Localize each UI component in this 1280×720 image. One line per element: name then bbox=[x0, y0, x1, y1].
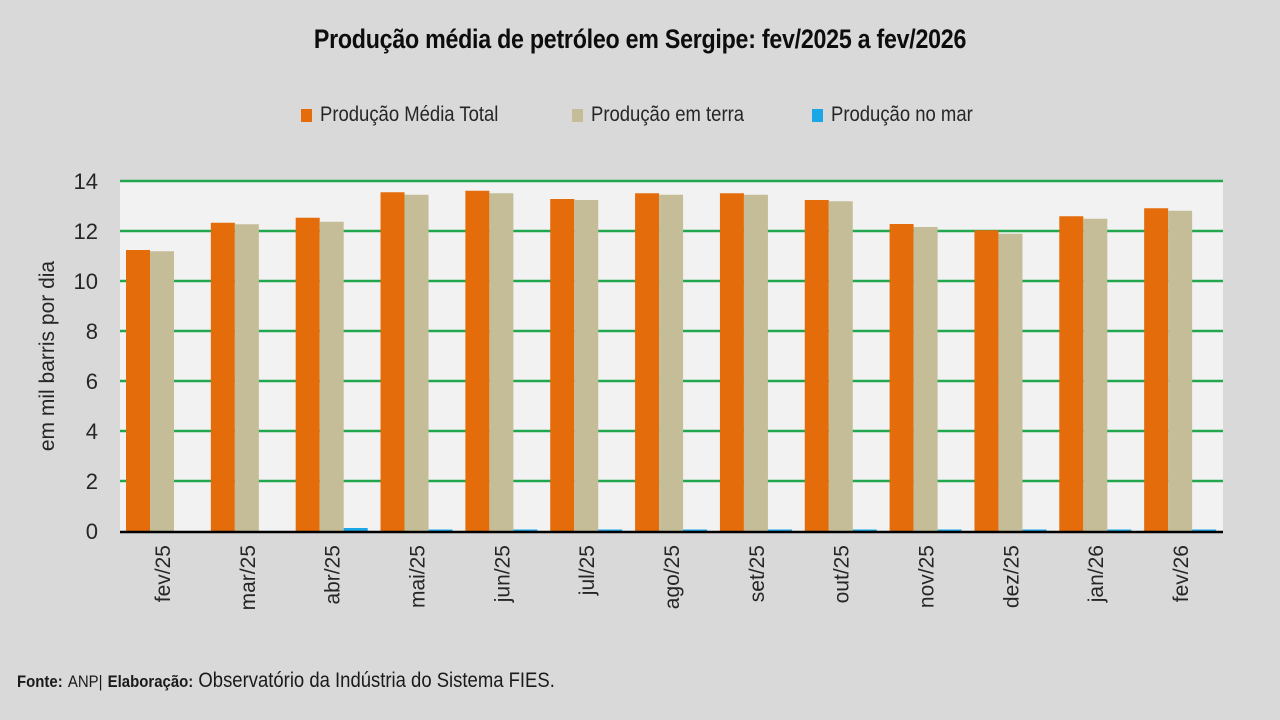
bar-series-2-jan-26 bbox=[1107, 529, 1132, 531]
y-tick-label: 14 bbox=[74, 169, 98, 194]
y-axis-title-text: em mil barris por dia bbox=[36, 260, 59, 452]
bar-series-2-out-25 bbox=[852, 529, 877, 531]
x-tick-label: set/25 bbox=[746, 545, 769, 602]
bar-series-0-out-25 bbox=[804, 200, 829, 531]
y-tick-labels: 0 2 4 6 8 10 12 14 bbox=[74, 169, 98, 544]
x-tick-label: nov/25 bbox=[916, 545, 939, 608]
legend-swatch-mar bbox=[812, 108, 823, 122]
chart-title: Produção média de petróleo em Sergipe: f… bbox=[313, 24, 967, 54]
bar-series-0-nov-25 bbox=[889, 224, 914, 531]
bar-series-2-jul-25 bbox=[598, 529, 623, 531]
x-tick-label: mar/25 bbox=[237, 545, 260, 610]
x-tick-label: abr/25 bbox=[322, 545, 345, 605]
bar-series-1-jun-25 bbox=[489, 193, 514, 531]
source-label: Fonte: bbox=[17, 672, 63, 691]
bar-series-0-abr-25 bbox=[295, 217, 320, 531]
bar-series-1-set-25 bbox=[743, 194, 768, 531]
legend-item-terra: Produção em terra bbox=[572, 100, 765, 130]
x-tick-label: ago/25 bbox=[661, 545, 684, 609]
y-tick-label: 10 bbox=[74, 269, 98, 294]
bar-series-1-jul-25 bbox=[574, 200, 599, 531]
y-tick-label: 0 bbox=[86, 519, 98, 544]
bar-series-1-jan-26 bbox=[1083, 218, 1108, 531]
bar-series-1-fev-25 bbox=[150, 251, 174, 531]
bar-series-0-fev-25 bbox=[126, 250, 150, 531]
bar-series-0-mar-25 bbox=[210, 222, 235, 531]
x-tick-labels: fev/25 mar/25 abr/25 mai/25 jun/25 jul/25 ago/… bbox=[152, 545, 1193, 610]
bar-series-0-ago-25 bbox=[635, 193, 660, 531]
bar-series-1-dez-25 bbox=[998, 233, 1023, 531]
bar-series-2-nov-25 bbox=[937, 529, 962, 531]
bar-series-0-fev-26 bbox=[1144, 208, 1169, 531]
elaboration-value: Observatório da Indústria do Sistema FIE… bbox=[198, 669, 555, 692]
x-tick-label: jan/26 bbox=[1085, 545, 1108, 603]
bar-series-1-mar-25 bbox=[234, 224, 259, 531]
bar-series-2-set-25 bbox=[767, 529, 792, 531]
bar-series-0-jun-25 bbox=[465, 190, 490, 531]
bar-series-2-ago-25 bbox=[683, 529, 708, 531]
bar-series-0-mai-25 bbox=[380, 192, 405, 531]
legend-label-mar: Produção no mar bbox=[831, 103, 973, 126]
y-tick-label: 6 bbox=[86, 369, 98, 394]
bar-series-1-fev-26 bbox=[1168, 210, 1193, 531]
bars bbox=[126, 190, 1217, 531]
footer-source: Fonte: ANP| Elaboração: Observatório da … bbox=[17, 669, 555, 693]
legend: Produção Média Total Produção em terra P… bbox=[0, 100, 1280, 130]
bar-series-1-nov-25 bbox=[913, 227, 938, 531]
legend-swatch-terra bbox=[572, 108, 583, 122]
x-tick-label: jun/25 bbox=[491, 545, 514, 603]
bar-series-2-dez-25 bbox=[1022, 529, 1047, 531]
legend-label-terra: Produção em terra bbox=[591, 103, 745, 126]
y-tick-label: 12 bbox=[74, 219, 98, 244]
x-tick-label: fev/26 bbox=[1170, 545, 1193, 602]
bar-series-1-ago-25 bbox=[659, 194, 684, 531]
bar-series-0-jul-25 bbox=[550, 199, 575, 531]
legend-item-mar: Produção no mar bbox=[812, 100, 992, 130]
legend-label-total: Produção Média Total bbox=[320, 103, 499, 126]
y-tick-label: 8 bbox=[86, 319, 98, 344]
bar-series-0-dez-25 bbox=[974, 230, 999, 531]
legend-swatch-total bbox=[301, 108, 312, 122]
source-value: ANP| bbox=[67, 672, 103, 691]
x-tick-label: mai/25 bbox=[406, 545, 429, 608]
x-tick-label: out/25 bbox=[831, 545, 854, 603]
bar-series-1-abr-25 bbox=[319, 221, 344, 531]
bar-series-0-jan-26 bbox=[1059, 216, 1084, 531]
elaboration-label: Elaboração: bbox=[107, 672, 194, 691]
x-tick-label: fev/25 bbox=[152, 545, 175, 602]
x-tick-label: jul/25 bbox=[576, 545, 599, 596]
bar-series-2-mai-25 bbox=[428, 529, 453, 531]
bar-series-0-set-25 bbox=[719, 193, 744, 531]
bar-series-2-abr-25 bbox=[343, 528, 368, 531]
y-tick-label: 2 bbox=[86, 469, 98, 494]
x-tick-label: dez/25 bbox=[1000, 545, 1023, 608]
bar-series-2-fev-26 bbox=[1192, 529, 1217, 531]
legend-item-total: Produção Média Total bbox=[301, 100, 523, 130]
bar-series-1-out-25 bbox=[828, 201, 853, 531]
bar-series-2-jun-25 bbox=[513, 529, 538, 531]
y-tick-label: 4 bbox=[86, 419, 98, 444]
bar-series-1-mai-25 bbox=[404, 194, 429, 531]
